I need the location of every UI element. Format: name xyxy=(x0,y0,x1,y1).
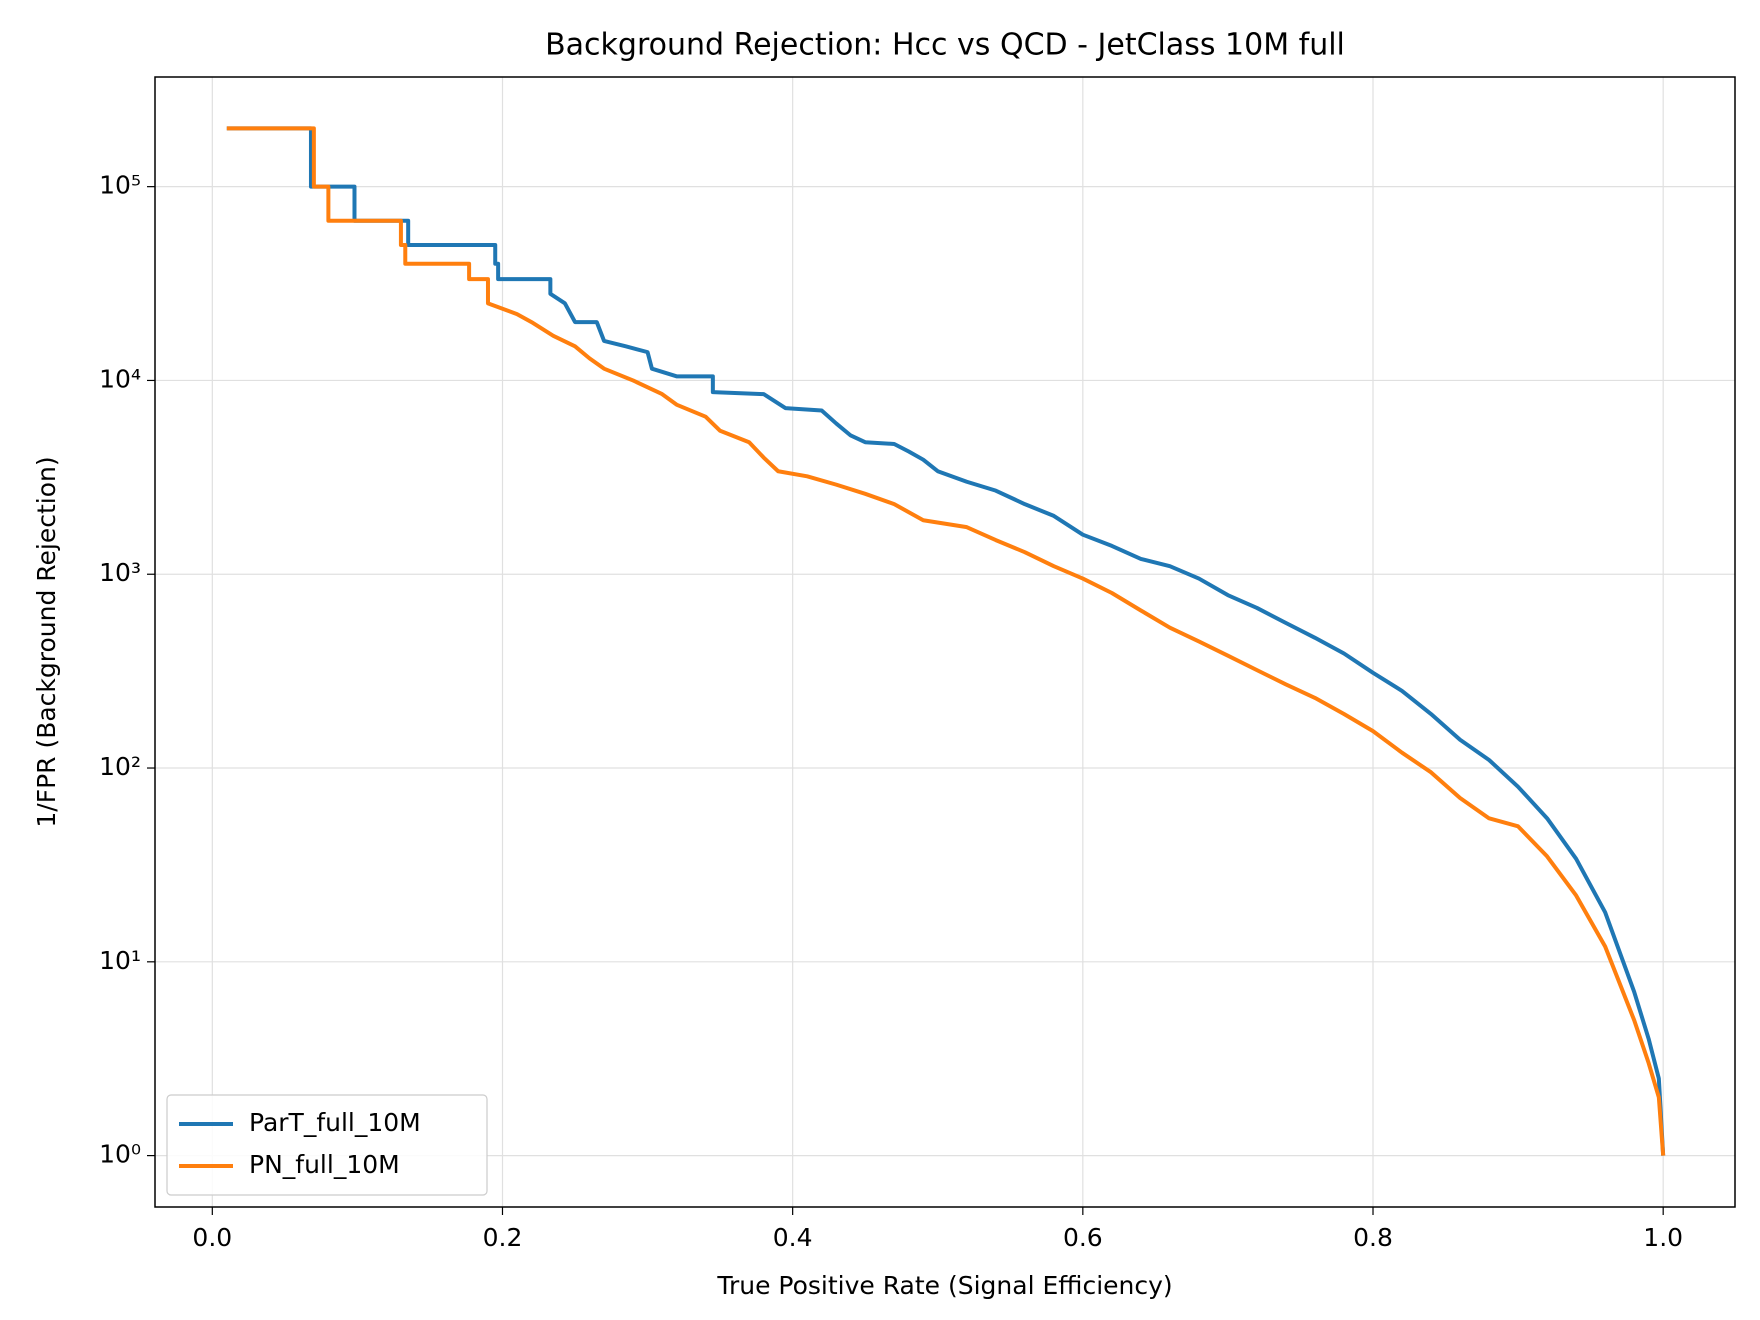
y-tick-label: 10³ xyxy=(99,558,141,587)
line-series xyxy=(226,126,1666,1156)
y-tick-label: 10⁰ xyxy=(99,1140,141,1169)
plot-frame xyxy=(154,76,1736,1208)
y-tick-label: 10¹ xyxy=(99,946,141,975)
x-tick-label: 0.4 xyxy=(773,1223,813,1252)
legend-label: PN_full_10M xyxy=(249,1150,400,1179)
x-axis-label: True Positive Rate (Signal Efficiency) xyxy=(716,1271,1172,1300)
x-tick-label: 0.8 xyxy=(1353,1223,1393,1252)
chart-title: Background Rejection: Hcc vs QCD - JetCl… xyxy=(545,28,1345,63)
x-tick-label: 1.0 xyxy=(1643,1223,1683,1252)
legend-label: ParT_full_10M xyxy=(249,1108,421,1137)
x-tick-label: 0.2 xyxy=(483,1223,523,1252)
legend-box xyxy=(166,1094,488,1196)
y-tick-label: 10² xyxy=(99,752,141,781)
x-tick-label: 0.6 xyxy=(1063,1223,1103,1252)
y-tick-label: 10⁴ xyxy=(99,364,141,393)
y-axis-label: 1/FPR (Background Rejection) xyxy=(32,456,61,827)
y-tick-label: 10⁵ xyxy=(99,171,141,200)
line-series xyxy=(226,126,1666,1156)
x-tick-label: 0.0 xyxy=(192,1223,232,1252)
